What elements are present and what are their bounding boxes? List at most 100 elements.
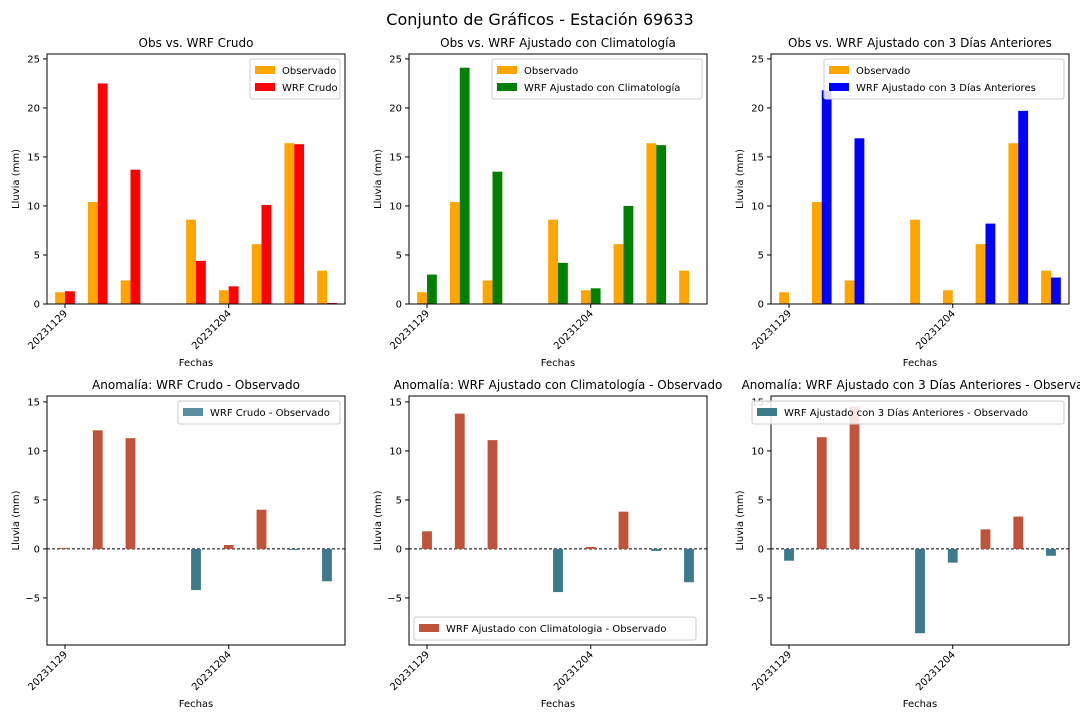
panel2-xlabel: Fechas — [541, 358, 576, 369]
panel4-bar-wrf-crudo-observado-5 — [223, 545, 234, 549]
panel3-ytick-label-20: 20 — [751, 103, 764, 114]
panel5-bar-wrf-ajustado-con-climatologia-observado-2 — [487, 440, 498, 549]
panel3-legend-box — [823, 58, 1065, 100]
panel2-axes-frame — [408, 53, 708, 305]
panel5-xtick-label-0: 20231129 — [388, 649, 432, 693]
panel4-axes-frame — [46, 395, 346, 646]
panel2-xtick-label-5: 20231204 — [552, 308, 596, 352]
panel3-bar-observado-8 — [1041, 270, 1051, 304]
panel1-xtick-label-5: 20231204 — [190, 308, 234, 352]
panel1-xlabel: Fechas — [179, 358, 214, 369]
panel3-legend-swatch-observado — [829, 66, 849, 74]
panel1-legend-swatch-wrf-crudo — [255, 83, 275, 91]
panel4-ytick-label-0: 0 — [34, 544, 40, 555]
panel5-ylabel: Lluvia (mm) — [373, 490, 384, 550]
panel4-ytick-label-10: 10 — [27, 446, 40, 457]
panel4-bar-wrf-crudo-observado-7 — [289, 548, 300, 550]
panel1-bar-wrf-crudo-4 — [196, 260, 206, 304]
panel3-bar-observado-1 — [811, 202, 822, 304]
panel2-bar-observado-7 — [646, 143, 657, 304]
panel1-title: Obs vs. WRF Crudo — [139, 36, 254, 50]
panel3-bar-wrf-ajustado-con-3-dias-anteriores-8 — [1050, 277, 1061, 304]
panel6-axes-frame — [770, 395, 1070, 646]
panel6-legend-swatch-wrf-ajustado-con-3-dias-anteriores-observado — [757, 408, 777, 416]
panel1-bar-wrf-crudo-0 — [65, 291, 75, 304]
panel2-bar-observado-0 — [417, 292, 428, 304]
panel4-xlabel: Fechas — [179, 699, 214, 710]
panel1-ytick-label-0: 0 — [34, 300, 40, 311]
panel5-axes-frame — [408, 395, 708, 646]
panel2-legend-label-wrf-ajustado-con-climatologia: WRF Ajustado con Climatología — [524, 82, 680, 94]
panel4-legend-swatch-wrf-crudo-observado — [183, 408, 203, 416]
panel3-bar-wrf-ajustado-con-3-dias-anteriores-2 — [854, 138, 865, 304]
panel3-xtick-label-0: 20231129 — [750, 308, 794, 352]
panel4-legend-box — [177, 400, 341, 425]
panel2-bar-observado-8 — [679, 270, 689, 304]
panel4-bar-wrf-crudo-observado-1 — [92, 430, 103, 549]
panel6-ytick-label-0: 0 — [758, 544, 764, 555]
panel2-bar-observado-5 — [580, 290, 591, 304]
panel2-ytick-label-15: 15 — [389, 152, 402, 163]
panel6-bar-wrf-ajustado-con-3-dias-anteriores-observado-0 — [784, 548, 794, 561]
panel2-bar-observado-6 — [613, 244, 624, 304]
panel4-bar-wrf-crudo-observado-6 — [256, 509, 267, 549]
panel4-ytick-label-5: 5 — [34, 495, 40, 506]
panel2-legend-swatch-observado — [497, 66, 517, 74]
panel6-bar-wrf-ajustado-con-3-dias-anteriores-observado-2 — [849, 406, 860, 549]
panel1-bar-wrf-crudo-1 — [97, 83, 108, 304]
panel3-bar-observado-6 — [975, 244, 986, 304]
panel2-ytick-label-25: 25 — [389, 54, 402, 65]
panel1-bar-wrf-crudo-6 — [261, 204, 272, 304]
panel5-ytick-label-10: 10 — [389, 446, 402, 457]
panel2-bar-wrf-ajustado-con-climatologia-2 — [492, 171, 503, 304]
panel3-ytick-label-0: 0 — [758, 300, 764, 311]
panel3-xlabel: Fechas — [903, 358, 938, 369]
panel3-axes-frame — [770, 53, 1070, 305]
panel3-ylabel: Lluvia (mm) — [735, 149, 746, 209]
panel1-bar-observado-7 — [284, 143, 295, 304]
panel3-ytick-label-15: 15 — [751, 152, 764, 163]
panel2-bar-observado-2 — [482, 280, 493, 304]
figure-title: Conjunto de Gráficos - Estación 69633 — [386, 10, 694, 29]
panel2-bar-wrf-ajustado-con-climatologia-4 — [558, 262, 568, 304]
panel2-ytick-label-20: 20 — [389, 103, 402, 114]
panel1-bar-observado-1 — [87, 202, 98, 304]
panel6-bar-wrf-ajustado-con-3-dias-anteriores-observado-4 — [915, 548, 925, 634]
panel5-bar-wrf-ajustado-con-climatologia-observado-1 — [454, 413, 465, 549]
panel1-ytick-label-10: 10 — [27, 201, 40, 212]
panel6-legend-label-wrf-ajustado-con-3-dias-anteriores-observado: WRF Ajustado con 3 Días Anteriores - Obs… — [784, 407, 1028, 419]
panel1-bar-observado-4 — [186, 219, 196, 304]
panel4-legend-label-wrf-crudo-observado: WRF Crudo - Observado — [210, 408, 330, 419]
panel3-bar-wrf-ajustado-con-3-dias-anteriores-6 — [985, 223, 996, 304]
panel3-legend-label-observado: Observado — [856, 66, 910, 77]
panel6-bar-wrf-ajustado-con-3-dias-anteriores-observado-6 — [980, 529, 991, 549]
panel2-bar-wrf-ajustado-con-climatologia-5 — [590, 288, 601, 304]
panel1-legend-label-wrf-crudo: WRF Crudo — [282, 83, 338, 94]
panel5-ytick-label-0: 0 — [396, 544, 402, 555]
panel5-bar-wrf-ajustado-con-climatologia-observado-8 — [684, 548, 694, 583]
panel5-bar-wrf-ajustado-con-climatologia-observado-4 — [553, 548, 563, 593]
panel6-bar-wrf-ajustado-con-3-dias-anteriores-observado-5 — [947, 548, 958, 563]
panel2-bar-wrf-ajustado-con-climatologia-0 — [427, 274, 437, 304]
panel1-ytick-label-5: 5 — [34, 250, 40, 261]
panel5-ytick-label-5: 5 — [396, 495, 402, 506]
panel1-ytick-label-25: 25 — [27, 54, 40, 65]
panel5-ytick-label--5: −5 — [387, 593, 402, 604]
panel2-bar-observado-1 — [449, 202, 460, 304]
panel3-bar-wrf-ajustado-con-3-dias-anteriores-1 — [821, 90, 832, 305]
panel1-legend-swatch-observado — [255, 66, 275, 74]
panel4-ytick-label-15: 15 — [27, 397, 40, 408]
panel5-bar-wrf-ajustado-con-climatologia-observado-0 — [422, 531, 432, 549]
panel1-ytick-label-20: 20 — [27, 103, 40, 114]
panel2-legend-swatch-wrf-ajustado-con-climatologia — [497, 83, 517, 91]
panel5-bar-wrf-ajustado-con-climatologia-observado-7 — [651, 548, 662, 551]
panel4-ylabel: Lluvia (mm) — [11, 490, 22, 550]
panel6-bar-wrf-ajustado-con-3-dias-anteriores-observado-8 — [1046, 548, 1056, 556]
panel4-ytick-label--5: −5 — [25, 593, 40, 604]
panel1-axes-frame — [46, 53, 346, 305]
panel5-title: Anomalía: WRF Ajustado con Climatología … — [394, 378, 723, 392]
panel2-legend-box — [491, 58, 703, 100]
panel2-bar-wrf-ajustado-con-climatologia-6 — [623, 205, 634, 304]
panel4-bar-wrf-crudo-observado-0 — [60, 547, 70, 549]
panel1-xtick-label-0: 20231129 — [26, 308, 70, 352]
